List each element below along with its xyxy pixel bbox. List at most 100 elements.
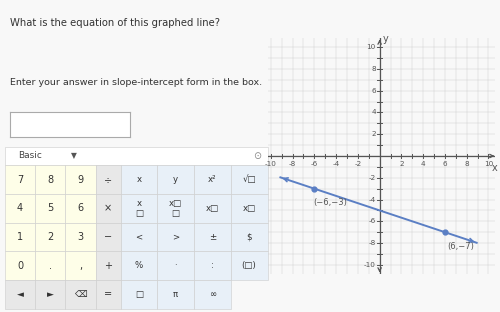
Bar	[231, 194, 268, 223]
Text: .: .	[49, 261, 52, 271]
Text: 7: 7	[17, 175, 23, 185]
Bar	[66, 280, 96, 309]
Text: 6: 6	[78, 203, 84, 213]
Bar	[194, 280, 231, 309]
Bar	[96, 223, 120, 251]
Text: ∞: ∞	[209, 290, 216, 299]
Bar	[96, 280, 120, 309]
Text: 3: 3	[78, 232, 84, 242]
Text: Enter your answer in slope-intercept form in the box.: Enter your answer in slope-intercept for…	[10, 78, 262, 87]
Text: ⌫: ⌫	[74, 290, 87, 299]
Text: Basic: Basic	[18, 151, 42, 160]
Bar	[5, 194, 35, 223]
Bar	[120, 251, 157, 280]
Text: ×: ×	[104, 203, 112, 213]
Text: √□: √□	[242, 175, 256, 184]
Text: =: =	[104, 290, 112, 300]
Text: ±: ±	[208, 232, 216, 241]
Text: %: %	[135, 261, 143, 270]
Bar	[66, 194, 96, 223]
Bar	[158, 223, 194, 251]
Text: x
□: x □	[135, 199, 143, 218]
Text: 1: 1	[17, 232, 23, 242]
Text: −: −	[104, 232, 112, 242]
Text: π: π	[173, 290, 178, 299]
Bar	[96, 165, 120, 194]
Bar	[5, 147, 268, 165]
Bar	[96, 194, 120, 223]
Bar	[35, 251, 66, 280]
Text: ⊙: ⊙	[253, 151, 261, 161]
Text: -2: -2	[354, 161, 362, 167]
Text: 4: 4	[17, 203, 23, 213]
Text: (−6,−3): (−6,−3)	[313, 198, 347, 207]
Bar	[194, 165, 231, 194]
Bar	[66, 251, 96, 280]
Bar	[5, 280, 35, 309]
Bar	[120, 165, 157, 194]
Text: 4: 4	[421, 161, 426, 167]
Text: $: $	[246, 232, 252, 241]
Text: 2: 2	[371, 131, 376, 137]
Bar	[5, 165, 35, 194]
Text: 2: 2	[47, 232, 54, 242]
Bar	[231, 223, 268, 251]
Text: y: y	[173, 175, 178, 184]
Text: 6: 6	[371, 88, 376, 94]
Text: x□
□: x□ □	[169, 199, 182, 218]
Text: ÷: ÷	[104, 175, 112, 185]
Text: (6,−7): (6,−7)	[447, 242, 474, 251]
Bar	[194, 251, 231, 280]
Text: y: y	[383, 34, 388, 44]
Bar	[35, 165, 66, 194]
Text: ◄: ◄	[16, 290, 24, 299]
Text: >: >	[172, 232, 179, 241]
Bar	[35, 223, 66, 251]
Text: x□: x□	[206, 204, 219, 213]
Text: ►: ►	[47, 290, 54, 299]
Bar	[35, 194, 66, 223]
Bar	[66, 223, 96, 251]
Text: -2: -2	[368, 175, 376, 181]
Bar	[158, 165, 194, 194]
Bar	[158, 280, 194, 309]
Text: 8: 8	[464, 161, 469, 167]
Text: 9: 9	[78, 175, 84, 185]
Bar	[5, 223, 35, 251]
Bar	[158, 194, 194, 223]
Bar	[66, 165, 96, 194]
Bar	[194, 194, 231, 223]
Bar	[120, 223, 157, 251]
Text: -8: -8	[368, 240, 376, 246]
Text: -6: -6	[368, 218, 376, 224]
Text: -8: -8	[289, 161, 296, 167]
Bar	[35, 280, 66, 309]
Text: -4: -4	[332, 161, 340, 167]
Text: ·: ·	[174, 261, 177, 270]
Bar	[5, 251, 35, 280]
Bar	[96, 251, 120, 280]
Text: What is the equation of this graphed line?: What is the equation of this graphed lin…	[10, 18, 220, 28]
Text: 10: 10	[366, 44, 376, 50]
Text: ▼: ▼	[70, 151, 76, 160]
Text: :: :	[211, 261, 214, 270]
Bar	[231, 165, 268, 194]
Text: x□: x□	[242, 204, 256, 213]
Text: ,: ,	[79, 261, 82, 271]
Text: -6: -6	[310, 161, 318, 167]
Text: 10: 10	[484, 161, 493, 167]
Text: <: <	[136, 232, 142, 241]
Text: 8: 8	[371, 66, 376, 72]
Text: □: □	[135, 290, 143, 299]
Text: (□): (□)	[242, 261, 256, 270]
Text: 6: 6	[442, 161, 447, 167]
Text: -10: -10	[265, 161, 276, 167]
Bar	[194, 223, 231, 251]
Text: 2: 2	[399, 161, 404, 167]
Bar	[231, 251, 268, 280]
Text: x: x	[136, 175, 141, 184]
Bar	[120, 280, 157, 309]
Text: 8: 8	[47, 175, 54, 185]
Text: 5: 5	[47, 203, 54, 213]
Text: x: x	[492, 163, 498, 173]
